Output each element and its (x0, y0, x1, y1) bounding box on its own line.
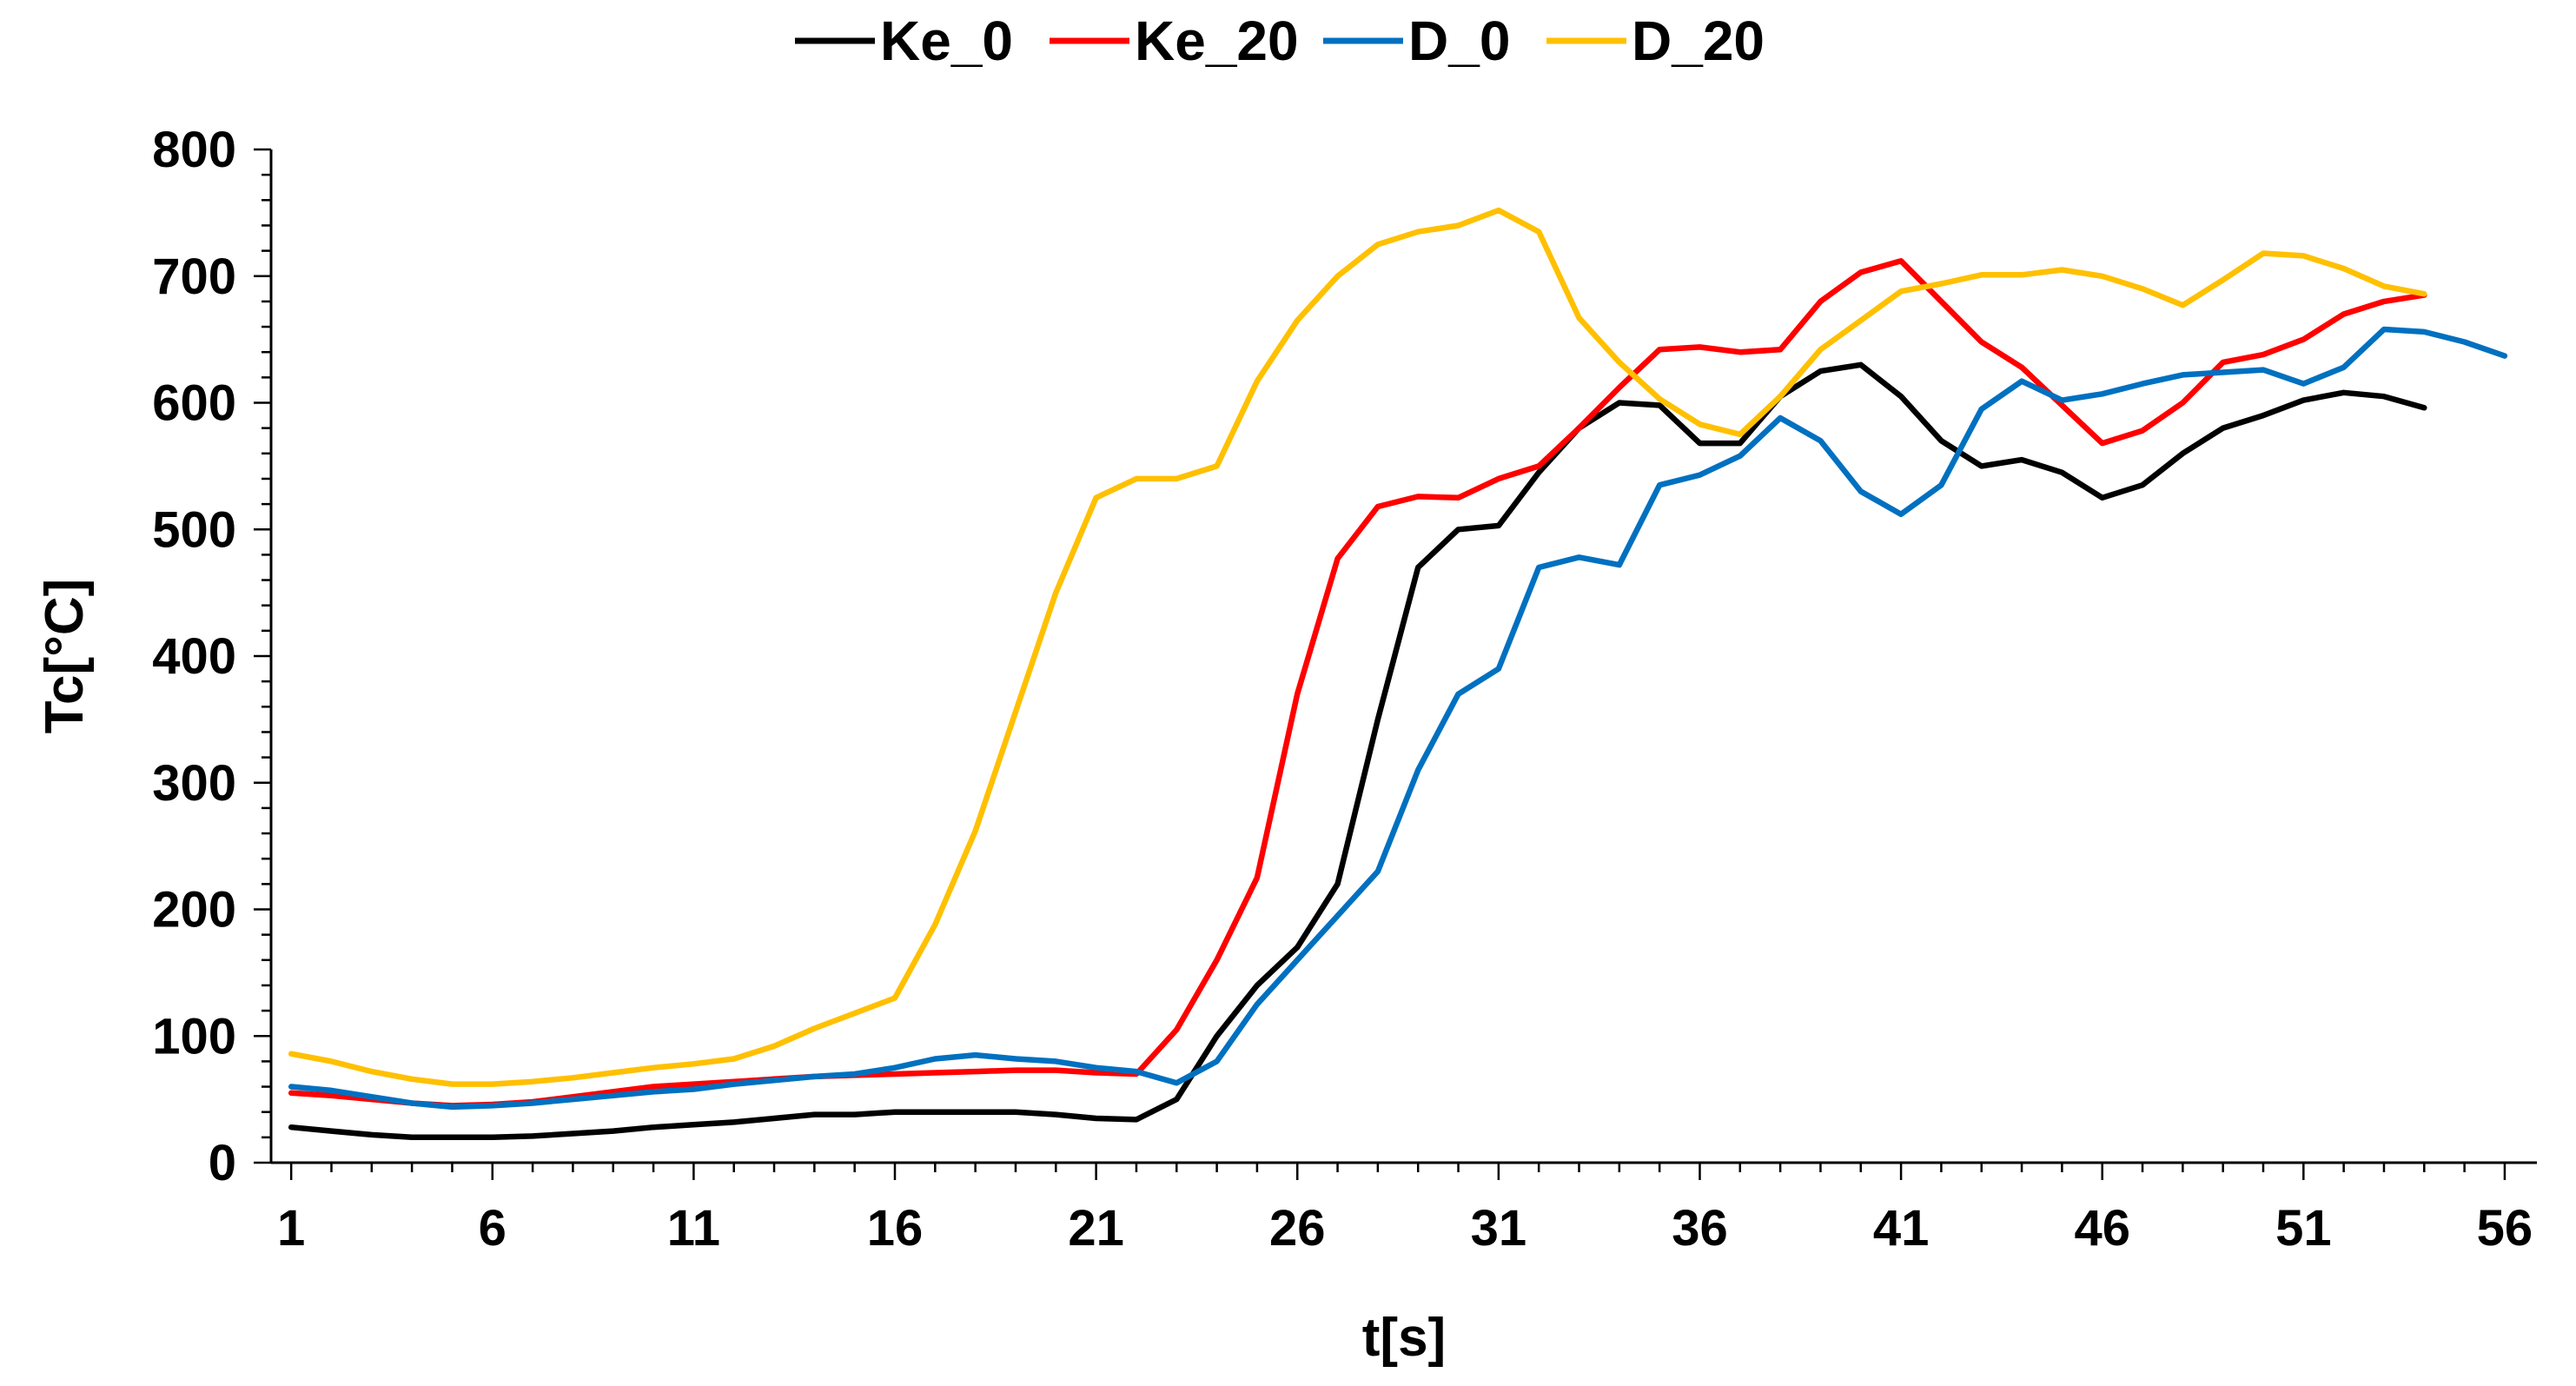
y-tick-label: 800 (152, 122, 236, 178)
x-tick-label: 21 (1068, 1200, 1124, 1257)
y-tick-label: 600 (152, 375, 236, 432)
x-tick-label: 31 (1471, 1200, 1527, 1257)
x-tick-label: 56 (2477, 1200, 2533, 1257)
legend-label: Ke_20 (1135, 10, 1299, 72)
x-tick-label: 11 (667, 1200, 720, 1257)
x-tick-label: 41 (1873, 1200, 1930, 1257)
x-tick-label: 6 (479, 1200, 507, 1257)
x-tick-label: 1 (277, 1200, 305, 1257)
legend-label: D_0 (1408, 10, 1510, 72)
chart-legend: Ke_0 Ke_20 D_0 D_20 (795, 10, 1765, 72)
y-axis: 0 100 200 300 400 500 600 700 800 (152, 122, 273, 1191)
series-line-d-0 (288, 326, 2508, 1111)
y-tick-label: 300 (152, 755, 236, 812)
x-axis: 1 6 11 16 21 26 31 36 41 46 51 56 (271, 1161, 2537, 1257)
x-tick-label: 46 (2074, 1200, 2130, 1257)
y-axis-title: Tc[°C] (35, 579, 95, 734)
y-tick-label: 0 (209, 1135, 236, 1191)
x-tick-label: 16 (867, 1200, 924, 1257)
y-tick-label: 200 (152, 882, 236, 938)
series-layer (288, 207, 2508, 1141)
x-tick-label: 26 (1269, 1200, 1326, 1257)
y-tick-label: 500 (152, 501, 236, 558)
y-tick-label: 100 (152, 1008, 236, 1064)
legend-label: D_20 (1632, 10, 1765, 72)
y-tick-label: 700 (152, 249, 236, 305)
x-axis-title: t[s] (1362, 1308, 1446, 1368)
series-line-d-20 (288, 207, 2427, 1087)
y-tick-label: 400 (152, 628, 236, 685)
legend-label: Ke_0 (880, 10, 1013, 72)
x-tick-label: 51 (2275, 1200, 2332, 1257)
series-line-ke-20 (288, 258, 2427, 1109)
x-tick-label: 36 (1672, 1200, 1728, 1257)
series-line-ke-0 (288, 361, 2427, 1141)
